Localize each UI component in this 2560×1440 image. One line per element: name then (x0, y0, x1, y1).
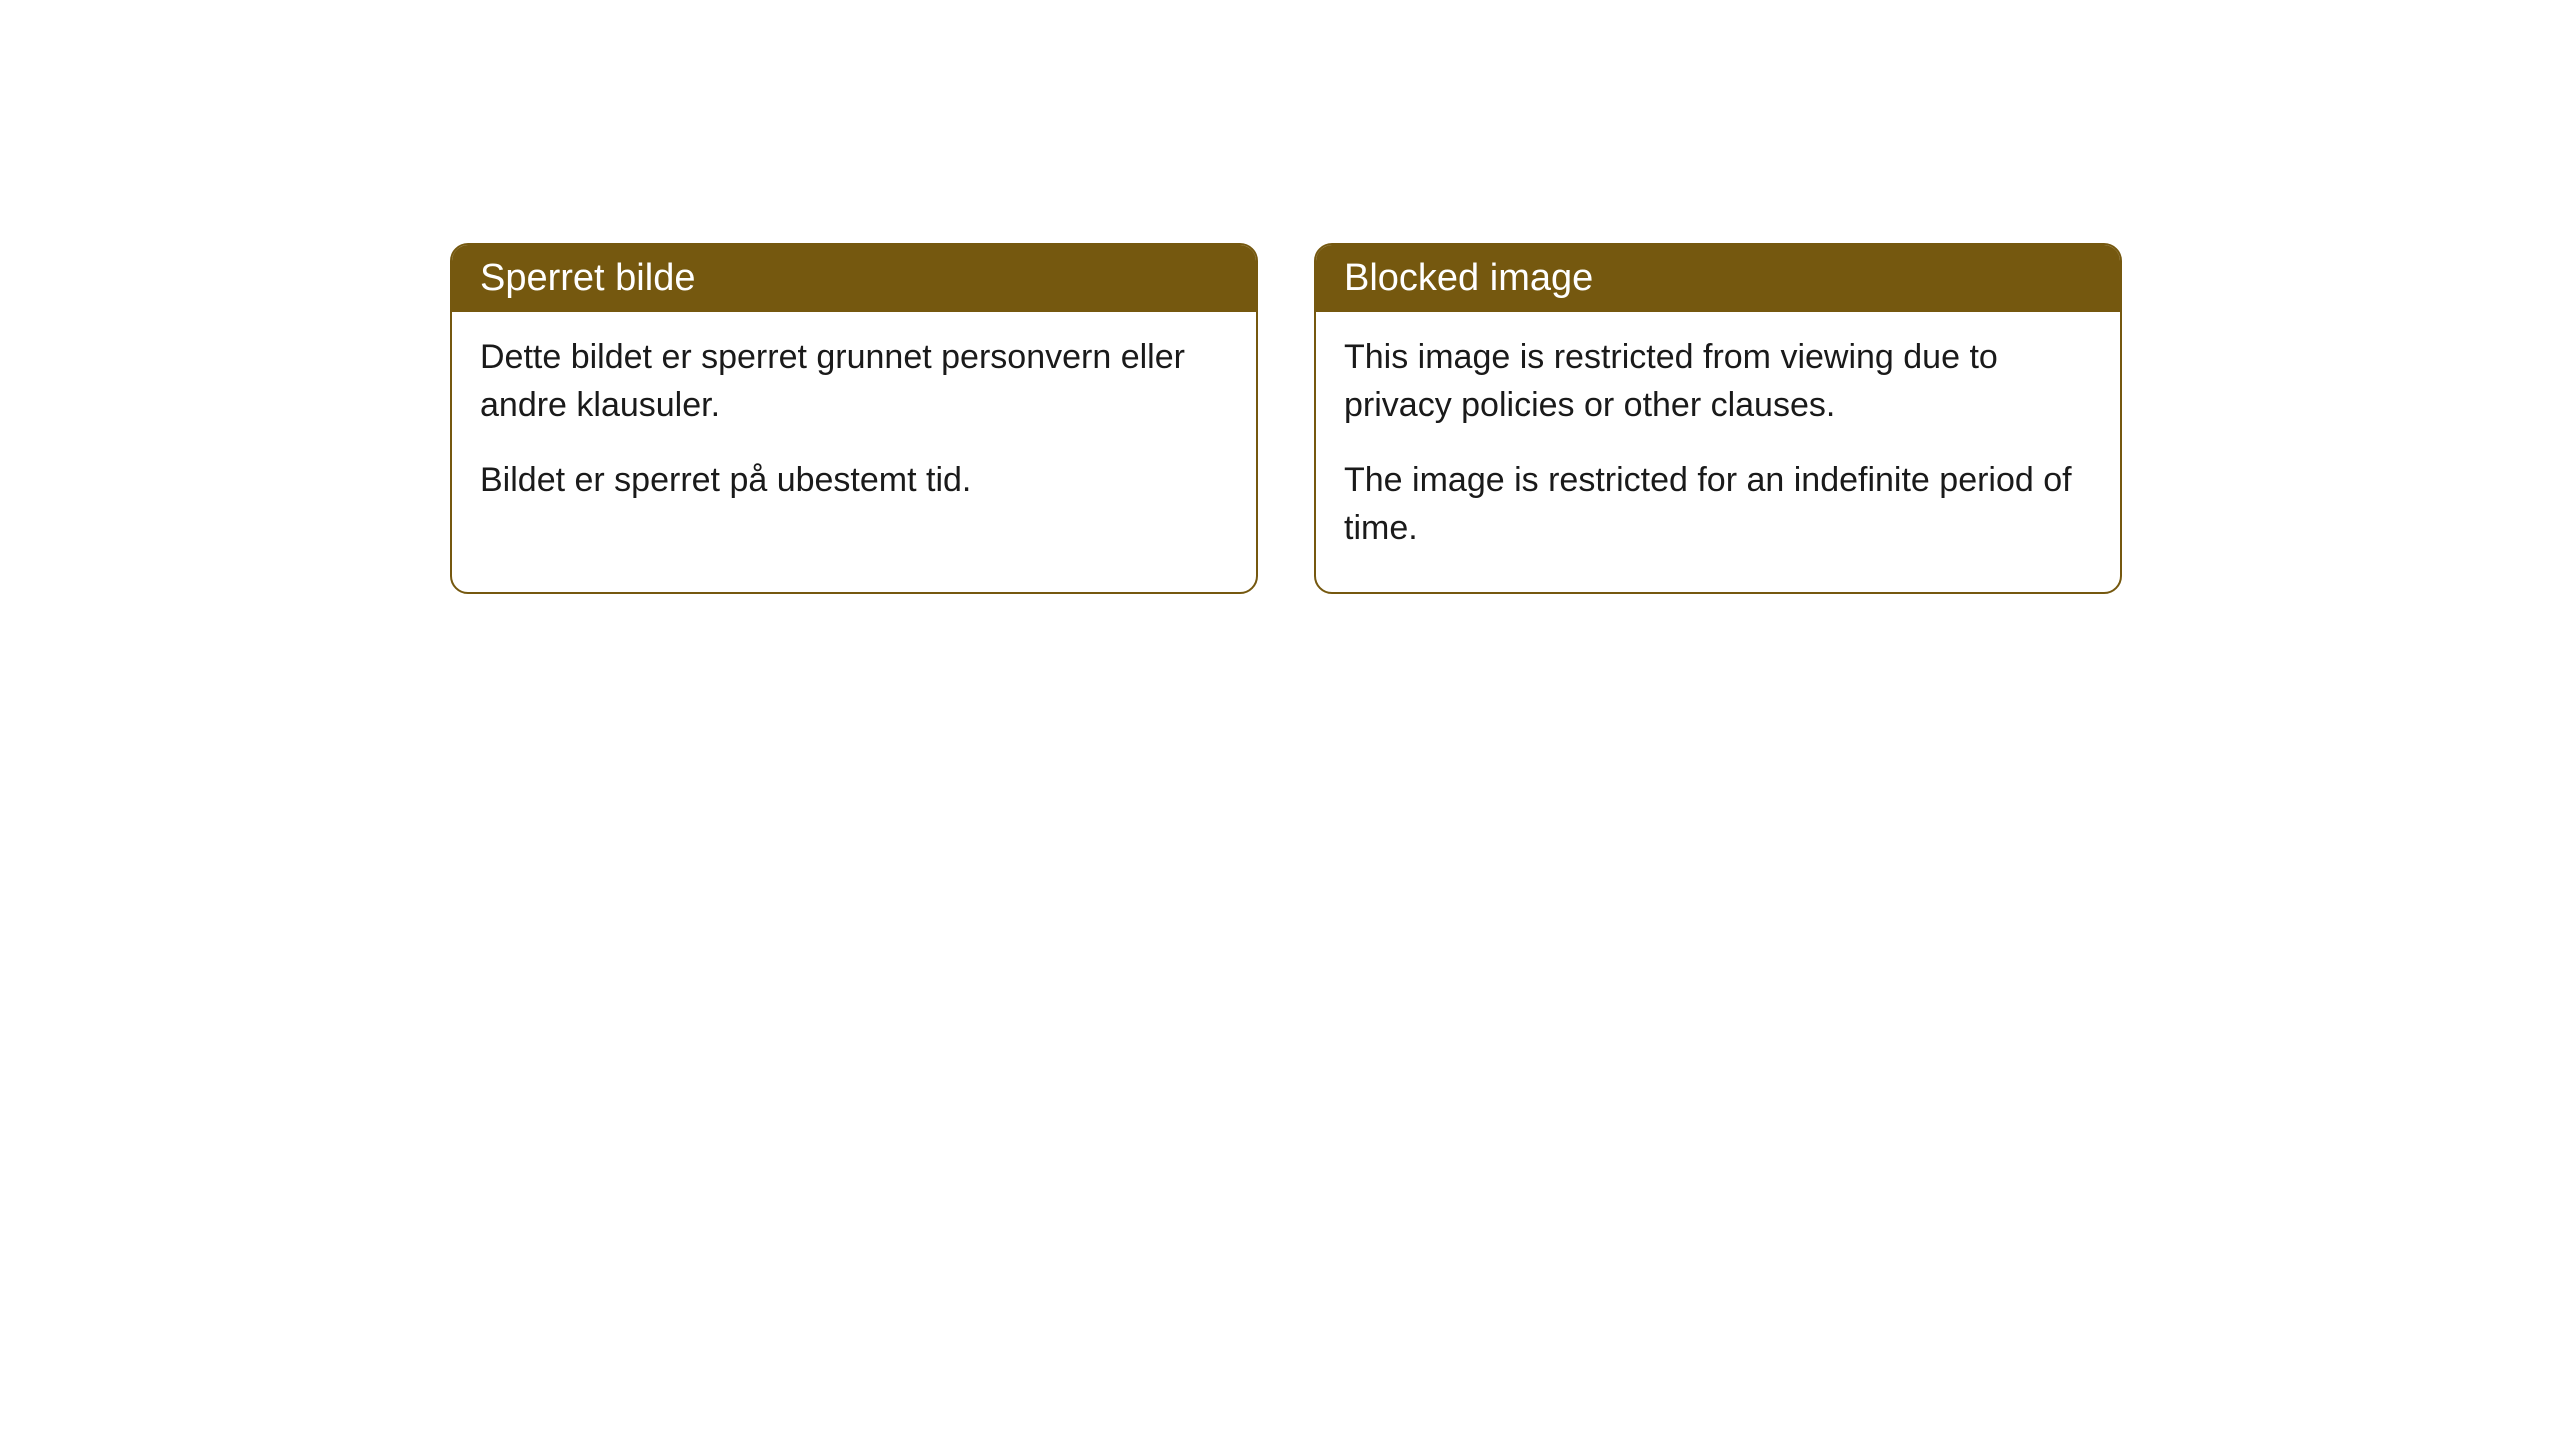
card-header-norwegian: Sperret bilde (452, 245, 1256, 312)
card-paragraph-2-english: The image is restricted for an indefinit… (1344, 457, 2092, 552)
card-header-english: Blocked image (1316, 245, 2120, 312)
card-paragraph-2-norwegian: Bildet er sperret på ubestemt tid. (480, 457, 1228, 505)
card-title-norwegian: Sperret bilde (480, 257, 695, 299)
card-paragraph-1-norwegian: Dette bildet er sperret grunnet personve… (480, 334, 1228, 429)
card-body-english: This image is restricted from viewing du… (1316, 312, 2120, 592)
card-body-norwegian: Dette bildet er sperret grunnet personve… (452, 312, 1256, 545)
card-title-english: Blocked image (1344, 257, 1593, 299)
notice-card-english: Blocked image This image is restricted f… (1314, 243, 2122, 594)
card-paragraph-1-english: This image is restricted from viewing du… (1344, 334, 2092, 429)
notice-cards-container: Sperret bilde Dette bildet er sperret gr… (450, 243, 2122, 594)
notice-card-norwegian: Sperret bilde Dette bildet er sperret gr… (450, 243, 1258, 594)
